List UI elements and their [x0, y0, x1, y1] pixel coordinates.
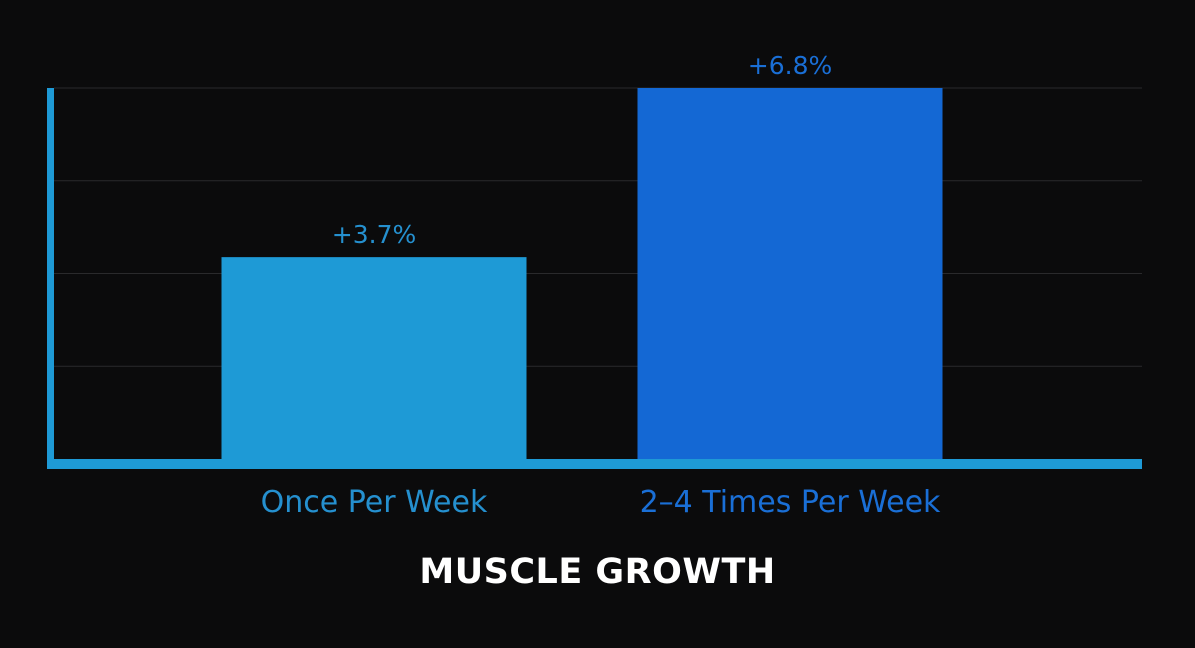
category-label-1: Once Per Week: [261, 485, 488, 520]
chart-title: MUSCLE GROWTH: [419, 552, 776, 592]
x-axis-line: [47, 459, 1142, 469]
data-label-1: +3.7%: [332, 220, 416, 249]
bar-1: [221, 257, 527, 461]
labels: +3.7% Once Per Week +6.8% 2–4 Times Per Wee…: [261, 51, 941, 520]
y-axis-line: [47, 88, 54, 469]
bars: [221, 88, 943, 461]
bar-2: [637, 88, 943, 461]
data-label-2: +6.8%: [748, 51, 832, 80]
gridlines: [54, 87, 1142, 367]
category-label-2: 2–4 Times Per Week: [640, 485, 941, 520]
axes: [47, 88, 1142, 469]
